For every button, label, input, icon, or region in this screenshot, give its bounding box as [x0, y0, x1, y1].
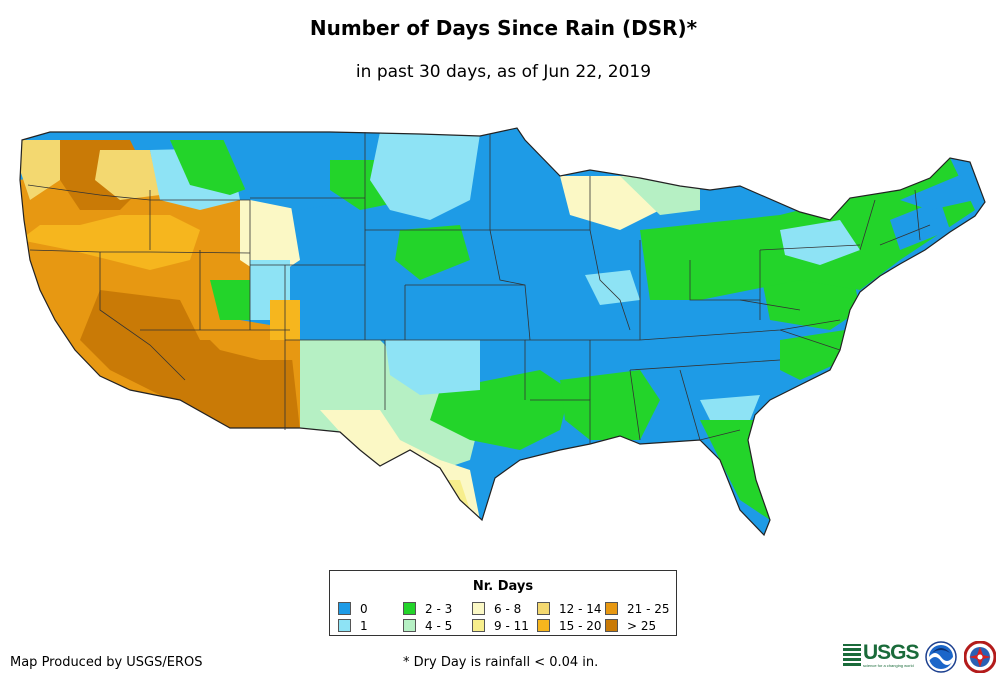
map-title: Number of Days Since Rain (DSR)* — [309, 16, 698, 40]
legend-swatch — [338, 619, 351, 632]
legend-label: 15 - 20 — [559, 619, 602, 633]
legend-item-1: 1 — [338, 619, 368, 632]
legend-item-9: > 25 — [605, 619, 656, 632]
legend-swatch — [537, 619, 550, 632]
legend-item-0: 0 — [338, 602, 368, 615]
legend-item-5: 9 - 11 — [472, 619, 529, 632]
us-days-since-rain-map — [19, 127, 986, 537]
dry-day-footnote: * Dry Day is rainfall < 0.04 in. — [403, 655, 599, 670]
legend-swatch — [403, 602, 416, 615]
legend-label: 0 — [360, 602, 368, 616]
map-subtitle: in past 30 days, as of Jun 22, 2019 — [355, 62, 652, 82]
map-credit: Map Produced by USGS/EROS — [10, 655, 203, 670]
nws-logo-icon — [964, 641, 996, 673]
legend-label: 21 - 25 — [627, 602, 670, 616]
legend-item-8: 21 - 25 — [605, 602, 670, 615]
legend-swatch — [472, 619, 485, 632]
legend-item-6: 12 - 14 — [537, 602, 602, 615]
legend-swatch — [403, 619, 416, 632]
legend-label: 1 — [360, 619, 368, 633]
legend-label: 9 - 11 — [494, 619, 529, 633]
legend-item-4: 6 - 8 — [472, 602, 521, 615]
legend-swatch — [605, 619, 618, 632]
noaa-logo-icon — [925, 641, 957, 673]
legend-swatch — [472, 602, 485, 615]
usgs-logo-icon: USGS science for a changing world — [843, 641, 920, 669]
legend-swatch — [338, 602, 351, 615]
legend-label: 4 - 5 — [425, 619, 453, 633]
legend-label: 2 - 3 — [425, 602, 453, 616]
legend-label: 12 - 14 — [559, 602, 602, 616]
legend-item-3: 4 - 5 — [403, 619, 452, 632]
legend-label: > 25 — [627, 619, 657, 633]
legend-swatch — [605, 602, 618, 615]
legend-item-7: 15 - 20 — [537, 619, 602, 632]
legend-item-2: 2 - 3 — [403, 602, 452, 615]
map-legend: Nr. Days 0 1 2 - 3 4 - 5 6 - 8 9 - 11 12… — [329, 570, 677, 636]
legend-title: Nr. Days — [472, 579, 534, 594]
legend-swatch — [537, 602, 550, 615]
legend-label: 6 - 8 — [494, 602, 522, 616]
